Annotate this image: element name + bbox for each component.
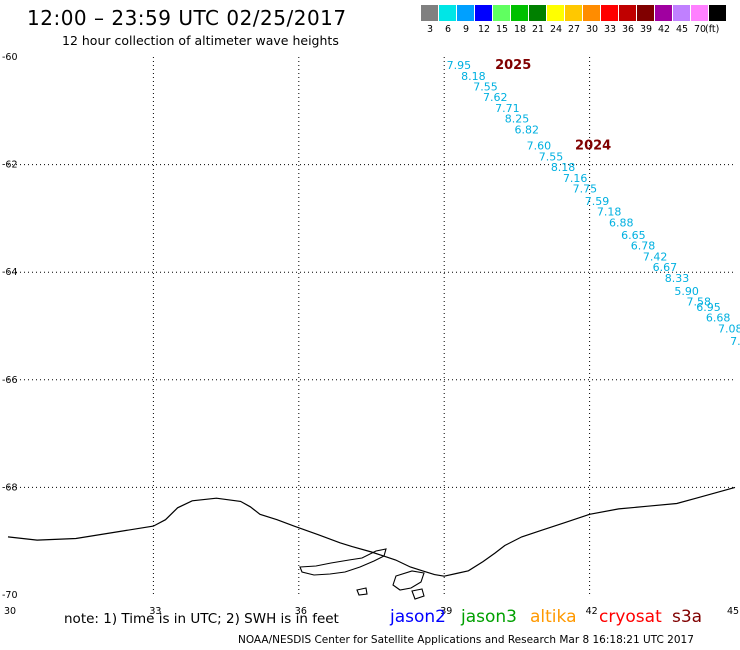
lon-tick-label: 36 xyxy=(295,606,307,617)
legend-label: 36 xyxy=(621,24,635,35)
swh-value: 6.95 xyxy=(696,301,721,314)
satellite-s3a: s3a xyxy=(672,607,703,627)
lon-tick-label: 42 xyxy=(586,606,598,617)
swh-value: 7.08 xyxy=(718,322,740,335)
legend-label: 24 xyxy=(549,24,563,35)
legend-label: 70 xyxy=(693,24,707,35)
legend-swatch xyxy=(673,5,690,21)
lon-tick-label: 39 xyxy=(440,606,452,617)
legend-swatch xyxy=(709,5,726,21)
legend-swatch xyxy=(547,5,564,21)
legend-swatch xyxy=(457,5,474,21)
antarctic-coastline xyxy=(7,486,736,577)
swh-value: 8.33 xyxy=(665,272,690,285)
pass-time-labels: 202520242023 xyxy=(495,58,611,154)
legend-swatch xyxy=(421,5,438,21)
map-subtitle: 12 hour collection of altimeter wave hei… xyxy=(62,33,339,48)
satellite-cryosat: cryosat xyxy=(599,607,662,627)
swh-value: 8.25 xyxy=(505,113,530,126)
swh-value: 7.95 xyxy=(447,59,472,72)
swh-value: 6.78 xyxy=(631,240,656,253)
footer-credit: NOAA/NESDIS Center for Satellite Applica… xyxy=(238,634,694,646)
legend-swatch xyxy=(637,5,654,21)
legend-label: 18 xyxy=(513,24,527,35)
pass-time-label: 2025 xyxy=(495,58,531,73)
swh-value: 6.65 xyxy=(621,229,646,242)
swh-value: 6.68 xyxy=(706,312,731,325)
legend-label: 45 xyxy=(675,24,689,35)
note-text: note: 1) Time is in UTC; 2) SWH is in fe… xyxy=(64,611,339,627)
lon-tick-label: 30 xyxy=(4,606,16,617)
legend-label: 33 xyxy=(603,24,617,35)
legend-label: 30 xyxy=(585,24,599,35)
lat-tick-label: -60 xyxy=(2,52,18,63)
swh-value: 7.55 xyxy=(473,80,498,93)
legend-label: 27 xyxy=(567,24,581,35)
swh-value: 6.82 xyxy=(514,123,539,136)
lat-tick-label: -66 xyxy=(2,375,18,386)
legend-label: 3 xyxy=(426,24,434,35)
legend-swatch xyxy=(619,5,636,21)
swh-value: 5.90 xyxy=(674,285,699,298)
legend-swatch xyxy=(529,5,546,21)
legend-swatch xyxy=(691,5,708,21)
swh-value: 7.75 xyxy=(573,183,598,196)
satellite-jason2: jason2 xyxy=(390,607,446,627)
swh-value: 6.88 xyxy=(609,216,634,229)
lat-tick-label: -68 xyxy=(2,482,18,493)
lat-tick-label: -62 xyxy=(2,160,18,171)
legend-swatch xyxy=(655,5,672,21)
swh-value: 8.18 xyxy=(551,161,576,174)
satellite-altika: altika xyxy=(530,607,577,627)
lat-tick-label: -64 xyxy=(2,267,18,278)
legend-label: 15 xyxy=(495,24,509,35)
satellite-jason3: jason3 xyxy=(461,607,517,627)
legend-swatch xyxy=(601,5,618,21)
legend-swatch xyxy=(475,5,492,21)
legend-swatch xyxy=(565,5,582,21)
map-grid xyxy=(8,57,735,595)
swh-value: 7.42 xyxy=(643,250,668,263)
swh-value: 7.18 xyxy=(597,206,622,219)
swh-observations: 7.958.187.557.627.718.256.827.607.558.18… xyxy=(447,59,740,359)
legend-swatch xyxy=(439,5,456,21)
map-title: 12:00 – 23:59 UTC 02/25/2017 xyxy=(27,6,347,30)
legend-label: 6 xyxy=(444,24,452,35)
swh-value: 7.16 xyxy=(563,172,588,185)
legend-swatch xyxy=(583,5,600,21)
map-tick-labels: 30 33 36 39 42 45 -60 -62 -64 -66 -68 -70 xyxy=(2,52,739,617)
legend-label: 12 xyxy=(477,24,491,35)
coastal-islands xyxy=(299,548,425,600)
swh-value: 7.57 xyxy=(730,335,740,348)
legend-label: 21 xyxy=(531,24,545,35)
pass-time-label: 2024 xyxy=(575,139,611,154)
legend-label: 9 xyxy=(462,24,470,35)
swh-value: 7.58 xyxy=(687,296,712,309)
legend-label: 42 xyxy=(657,24,671,35)
swh-value: 8.18 xyxy=(461,70,486,83)
swh-value: 7.60 xyxy=(527,140,552,153)
legend-label: 39 xyxy=(639,24,653,35)
lat-tick-label: -70 xyxy=(2,590,18,601)
swh-value: 7.55 xyxy=(539,150,564,163)
swh-value: 6.67 xyxy=(653,261,678,274)
lon-tick-label: 33 xyxy=(149,606,161,617)
swh-value: 7.71 xyxy=(495,102,519,115)
lon-tick-label: 45 xyxy=(727,606,739,617)
legend-swatch xyxy=(493,5,510,21)
swh-value: 7.62 xyxy=(483,91,508,104)
legend-unit: (ft) xyxy=(705,24,720,35)
swh-value: 7.59 xyxy=(585,195,610,208)
legend-swatch xyxy=(511,5,528,21)
